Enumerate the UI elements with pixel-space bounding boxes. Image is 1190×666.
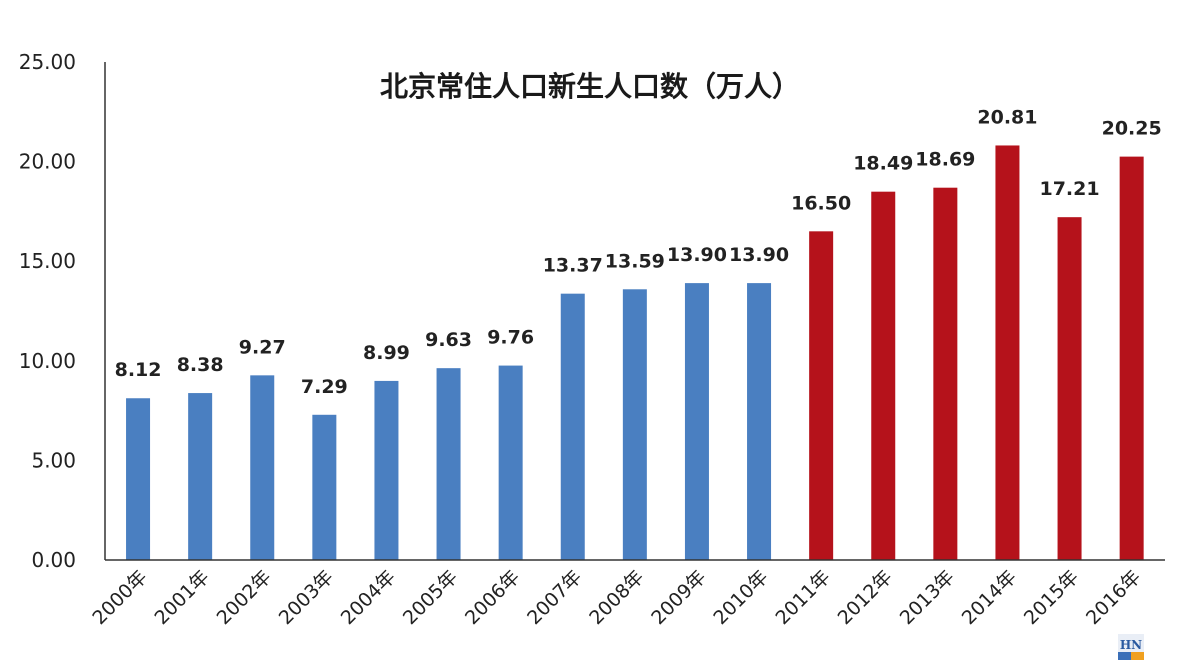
y-axis-ticks: 0.00 5.00 10.00 15.00 20.00 25.00 (19, 50, 76, 572)
y-tick-label: 20.00 (19, 150, 76, 174)
data-label: 18.49 (853, 153, 913, 175)
bar (809, 231, 834, 560)
y-tick-label: 15.00 (19, 249, 76, 273)
x-tick-label: 2015年 (1020, 566, 1083, 629)
x-tick-label: 2016年 (1082, 566, 1145, 629)
x-tick-label: 2011年 (771, 566, 834, 629)
x-axis-ticks: 2000年2001年2002年2003年2004年2005年2006年2007年… (88, 566, 1145, 629)
x-tick-label: 2001年 (150, 566, 213, 629)
bar (747, 283, 772, 560)
bar (684, 283, 709, 560)
x-tick-label: 2009年 (647, 566, 710, 629)
watermark-text: HN (1120, 638, 1142, 652)
data-label: 20.25 (1102, 118, 1162, 140)
bar (933, 187, 958, 561)
bar (312, 414, 337, 560)
y-tick-label: 5.00 (31, 448, 76, 472)
x-tick-label: 2014年 (958, 566, 1021, 629)
data-label: 13.90 (667, 244, 727, 266)
data-label: 18.69 (915, 149, 975, 171)
data-label: 9.27 (239, 336, 286, 358)
watermark-logo: HN (1118, 634, 1182, 660)
y-tick-label: 25.00 (19, 50, 76, 74)
data-label: 13.37 (543, 255, 603, 277)
x-tick-label: 2004年 (337, 566, 400, 629)
x-tick-label: 2012年 (834, 566, 897, 629)
bar (188, 393, 213, 560)
bar (126, 398, 151, 560)
data-label: 17.21 (1039, 178, 1099, 200)
data-label: 13.90 (729, 244, 789, 266)
data-label: 8.38 (177, 354, 224, 376)
bar (250, 375, 275, 560)
bar (622, 289, 647, 560)
data-label: 8.12 (115, 359, 162, 381)
bar (1057, 217, 1082, 560)
data-label: 7.29 (301, 376, 348, 398)
x-tick-label: 2008年 (585, 566, 648, 629)
bar (560, 293, 585, 560)
x-tick-label: 2013年 (896, 566, 959, 629)
y-tick-label: 0.00 (31, 548, 76, 572)
x-tick-label: 2002年 (213, 566, 276, 629)
bar (498, 365, 523, 560)
x-tick-label: 2006年 (461, 566, 524, 629)
data-label: 16.50 (791, 192, 851, 214)
x-tick-label: 2007年 (523, 566, 586, 629)
data-label: 20.81 (977, 106, 1037, 128)
bar (871, 191, 896, 560)
chart-title: 北京常住人口新生人口数（万人） (380, 70, 800, 103)
bar (374, 380, 399, 560)
data-label: 13.59 (605, 250, 665, 272)
x-tick-label: 2005年 (399, 566, 462, 629)
bar (1119, 156, 1144, 560)
x-tick-label: 2003年 (275, 566, 338, 629)
data-label: 8.99 (363, 342, 410, 364)
bars (126, 145, 1144, 561)
bar (436, 368, 461, 560)
x-tick-label: 2010年 (709, 566, 772, 629)
data-label: 9.76 (487, 327, 534, 349)
data-label: 9.63 (425, 329, 472, 351)
y-tick-label: 10.00 (19, 349, 76, 373)
x-tick-label: 2000年 (88, 566, 151, 629)
bar (995, 145, 1020, 561)
